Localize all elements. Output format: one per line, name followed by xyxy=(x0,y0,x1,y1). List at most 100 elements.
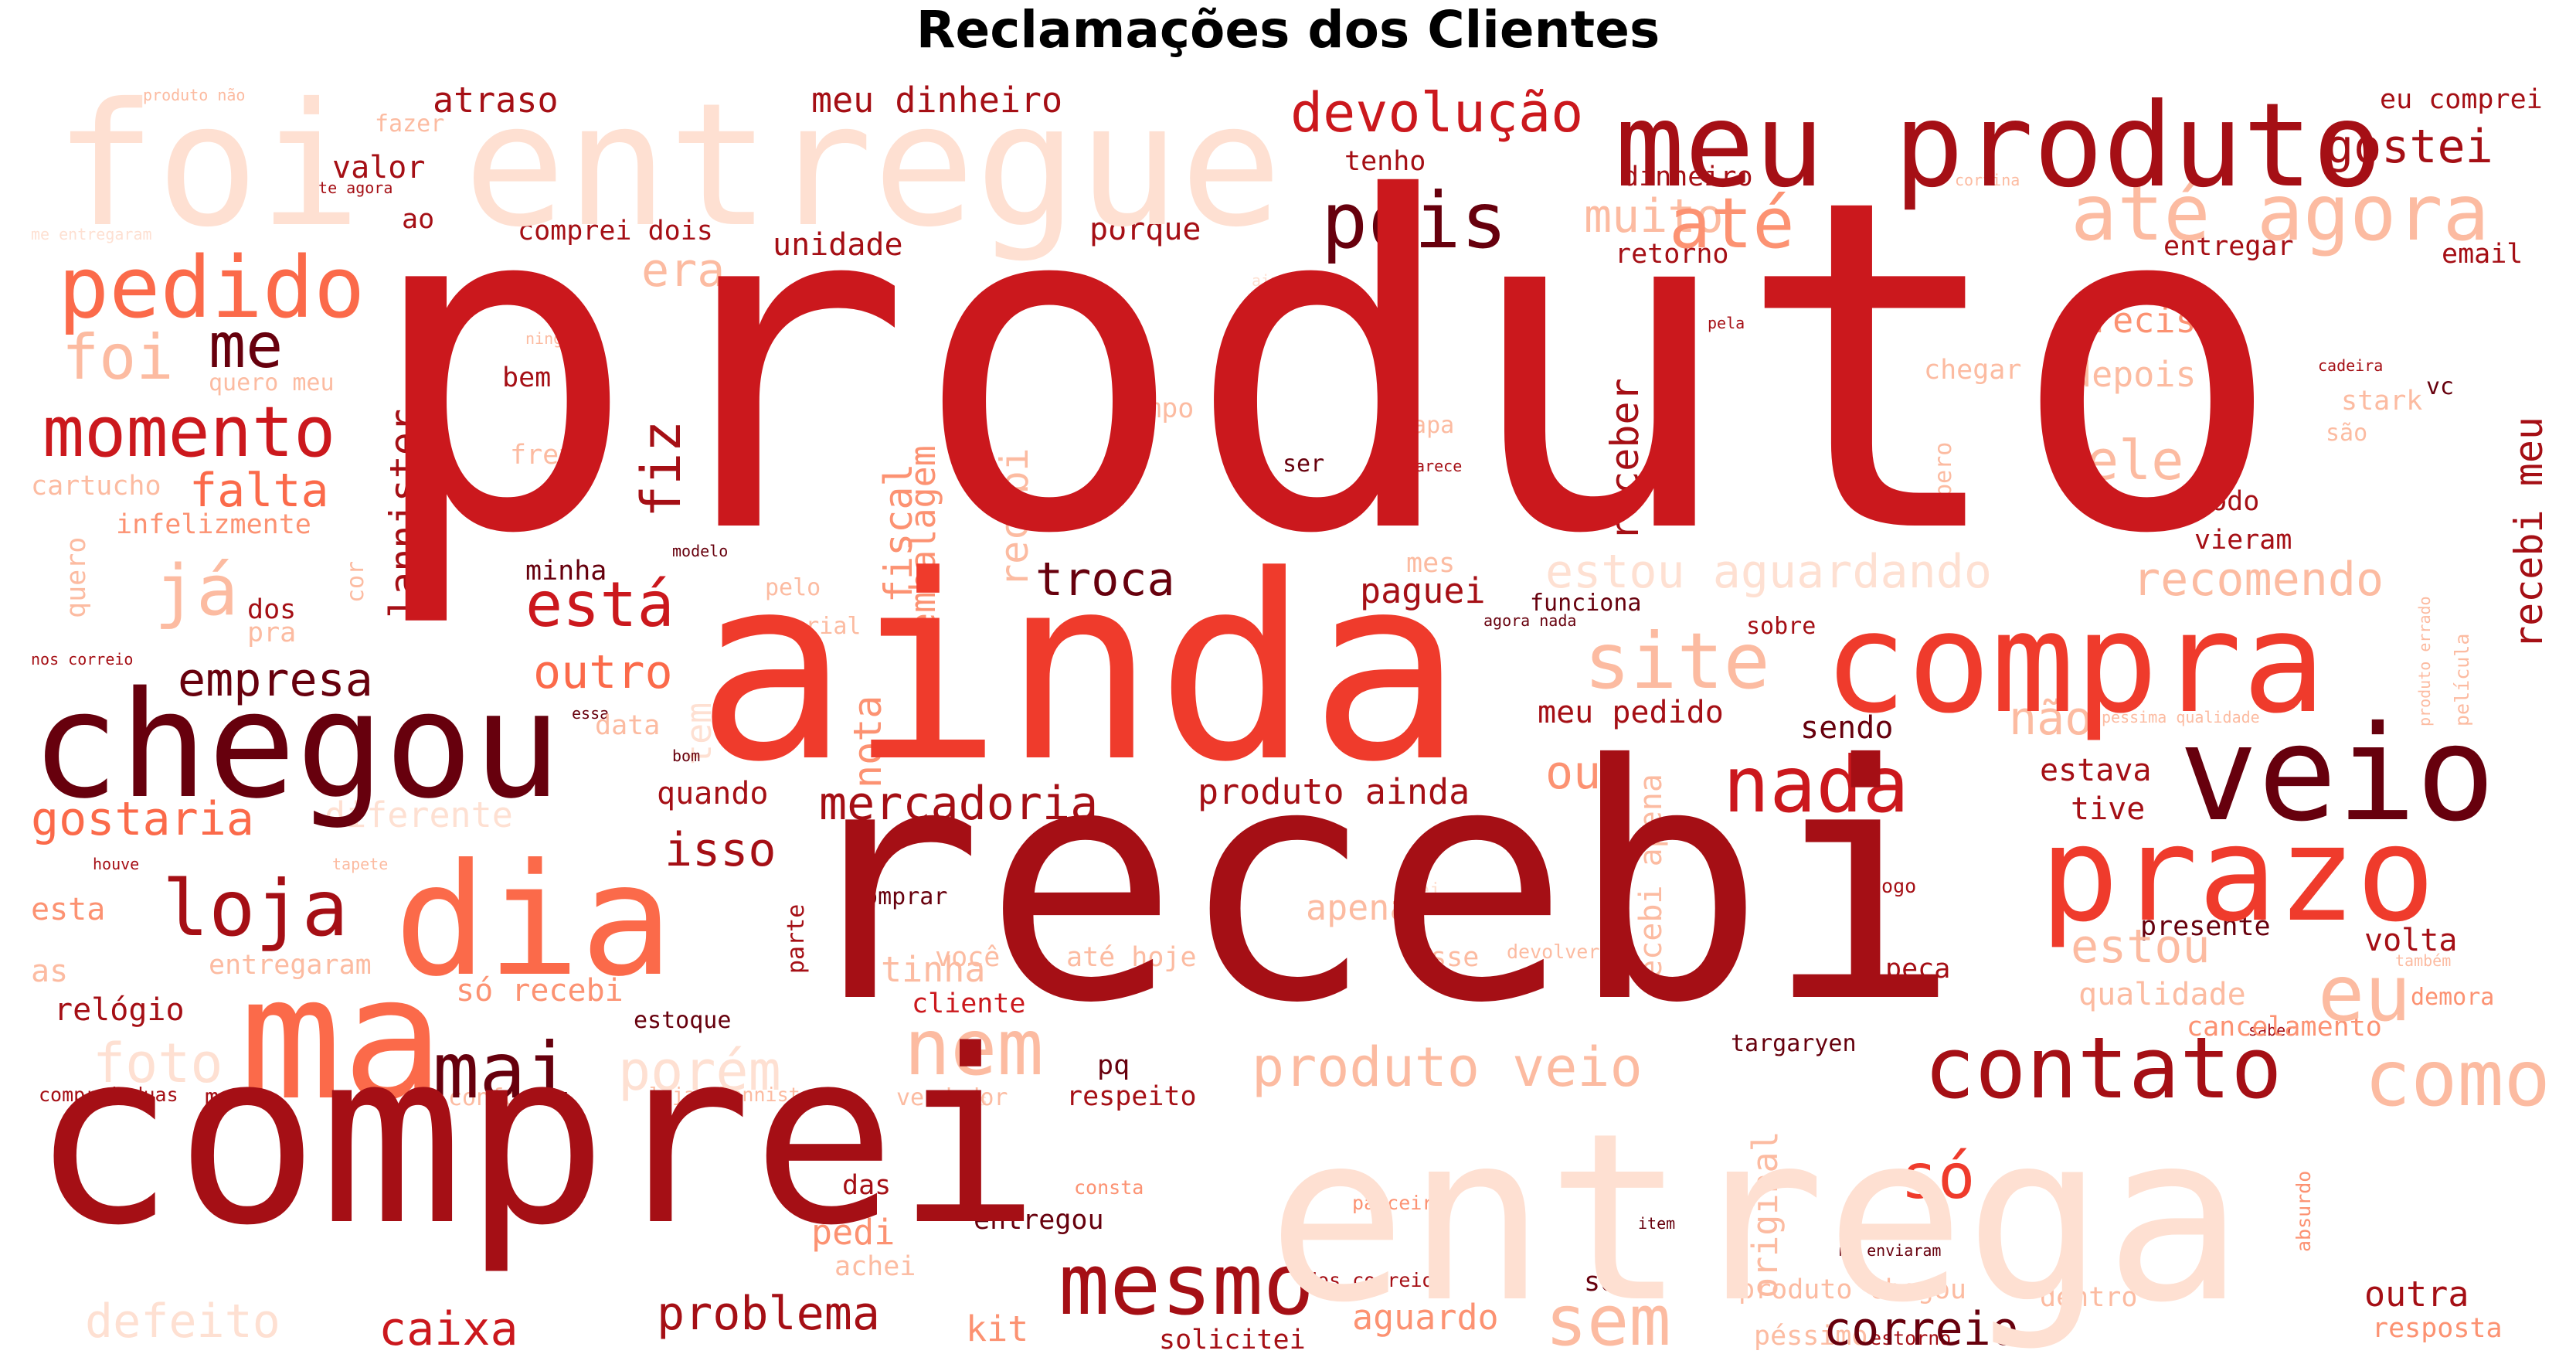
word-outro: outro xyxy=(533,645,673,699)
word-saber: saber xyxy=(2248,1021,2295,1039)
word-esta: esta xyxy=(31,892,105,927)
word-correio: correio xyxy=(1823,1302,2019,1356)
word-cliente: cliente xyxy=(912,988,1026,1019)
word-comprar: comprar xyxy=(850,883,947,910)
word-estoque: estoque xyxy=(634,1007,731,1034)
word-frete: frete xyxy=(510,440,591,471)
word-recomendo: recomendo xyxy=(2133,553,2384,607)
word-produto-nao: produto não xyxy=(143,86,245,104)
word-produto-ainda: produto ainda xyxy=(1198,771,1470,812)
word-preciso: preciso xyxy=(2071,300,2217,341)
word-sendo: sendo xyxy=(1800,710,1893,746)
figure-title: Reclamações dos Clientes xyxy=(916,0,1660,60)
word-recebi: recebi xyxy=(788,696,1960,1074)
word-agora-nada: agora nada xyxy=(1483,611,1576,630)
word-ja: já xyxy=(155,550,238,631)
word-chegar: chegar xyxy=(1924,355,2021,386)
word-dos-correios: dos correios xyxy=(1306,1269,1446,1291)
word-pessima-qualidade: péssima qualidade xyxy=(2102,708,2260,726)
word-pelo: pelo xyxy=(765,574,821,601)
word-esse: esse xyxy=(1414,942,1479,973)
word-recebi-apena: recebi apena xyxy=(1633,774,1669,997)
word-meu-pedido: meu pedido xyxy=(1538,695,1724,730)
word-produto-errado: produto errado xyxy=(2415,596,2434,726)
word-esta: está xyxy=(525,569,675,641)
word-porem: porém xyxy=(618,1039,781,1103)
word-recebi: recebi xyxy=(992,447,1037,587)
word-tem: tem xyxy=(678,703,719,765)
word-infelizmente: infelizmente xyxy=(116,509,311,540)
word-fazer: fazer xyxy=(375,111,444,138)
word-so: so xyxy=(1584,1267,1616,1298)
word-capa: capa xyxy=(1398,412,1454,439)
word-contato: contato xyxy=(1924,1019,2282,1118)
word-demora: demora xyxy=(2411,984,2494,1011)
word-funciona: funciona xyxy=(1530,590,1642,617)
word-cancelamento: cancelamento xyxy=(2187,1012,2382,1043)
word-recebi-meu: recebi meu xyxy=(2506,417,2551,649)
word-empresa: empresa xyxy=(178,653,373,707)
word-ainda: ainda xyxy=(695,521,1463,818)
word-entregou: entregou xyxy=(974,1205,1104,1236)
word-era: era xyxy=(641,243,725,298)
word-nada: nada xyxy=(1723,740,1909,830)
word-estava: estava xyxy=(2040,753,2152,788)
word-depois: depois xyxy=(2071,354,2197,395)
word-embalagem: embalagem xyxy=(902,445,943,634)
word-cartucho: cartucho xyxy=(31,471,161,502)
word-eu: eu xyxy=(2318,948,2411,1039)
word-so: só xyxy=(1901,1141,1975,1213)
word-pessimo: péssimo xyxy=(1754,1321,1868,1352)
word-sobre: sobre xyxy=(1746,613,1816,640)
word-foi-entregue: foi entregue xyxy=(54,66,1282,264)
word-foto: foto xyxy=(93,1032,223,1095)
word-isso: isso xyxy=(664,823,777,877)
word-solicitei: solicitei xyxy=(1159,1325,1306,1356)
word-gostaria: gostaria xyxy=(31,792,254,846)
word-meu-dinheiro: meu dinheiro xyxy=(811,80,1062,121)
word-veio: veio xyxy=(2179,698,2495,851)
word-so-recebi: só recebi xyxy=(456,973,624,1009)
word-cortina: cortina xyxy=(1955,171,2020,189)
word-aguardo: aguardo xyxy=(1352,1297,1499,1338)
word-unidade: unidade xyxy=(773,227,903,263)
word-dinheiro: dinheiro xyxy=(1623,162,1753,192)
word-data: data xyxy=(595,710,660,741)
word-ate-agora: até agora xyxy=(2071,168,2489,258)
word-houve: houve xyxy=(93,855,139,873)
word-ao: ao xyxy=(402,204,434,235)
word-dentro: dentro xyxy=(2040,1282,2137,1313)
word-presente: presente xyxy=(2140,911,2271,942)
word-meu-produto: meu produto xyxy=(1615,79,2382,213)
word-caixa: caixa xyxy=(379,1302,518,1356)
word-entrega: entrega xyxy=(1267,1084,2244,1353)
word-qualidade: qualidade xyxy=(2078,977,2246,1012)
word-bem: bem xyxy=(502,362,551,393)
word-compra: compra xyxy=(1823,583,2326,744)
word-problema: problema xyxy=(657,1287,880,1341)
word-parceiro: parceiro xyxy=(1352,1192,1445,1214)
word-ou: ou xyxy=(1545,746,1601,800)
word-sao: são xyxy=(2326,420,2367,447)
word-quero: quero xyxy=(61,537,92,618)
word-relogio: relógio xyxy=(54,992,185,1028)
word-pela: pela xyxy=(1708,314,1745,332)
word-ate: até xyxy=(1669,183,1795,264)
word-como: como xyxy=(2364,1033,2551,1124)
word-prazo: prazo xyxy=(2040,798,2435,951)
word-fiscal: fiscal xyxy=(876,463,921,603)
word-foi: foi xyxy=(62,321,174,393)
word-me-entregaram: me entregaram xyxy=(31,225,152,243)
word-entregaram: entregaram xyxy=(209,950,372,981)
word-quero-meu: quero meu xyxy=(209,369,335,396)
word-sem: sem xyxy=(1545,1281,1671,1362)
word-vieram: vieram xyxy=(2194,525,2292,556)
word-muito: muito xyxy=(1584,189,1724,243)
word-comprei-dois: comprei dois xyxy=(518,216,713,247)
word-atraso: atraso xyxy=(433,80,559,121)
word-diferente: diferente xyxy=(325,794,513,835)
word-item: item xyxy=(1638,1214,1675,1233)
word-loja: loja xyxy=(162,863,348,954)
